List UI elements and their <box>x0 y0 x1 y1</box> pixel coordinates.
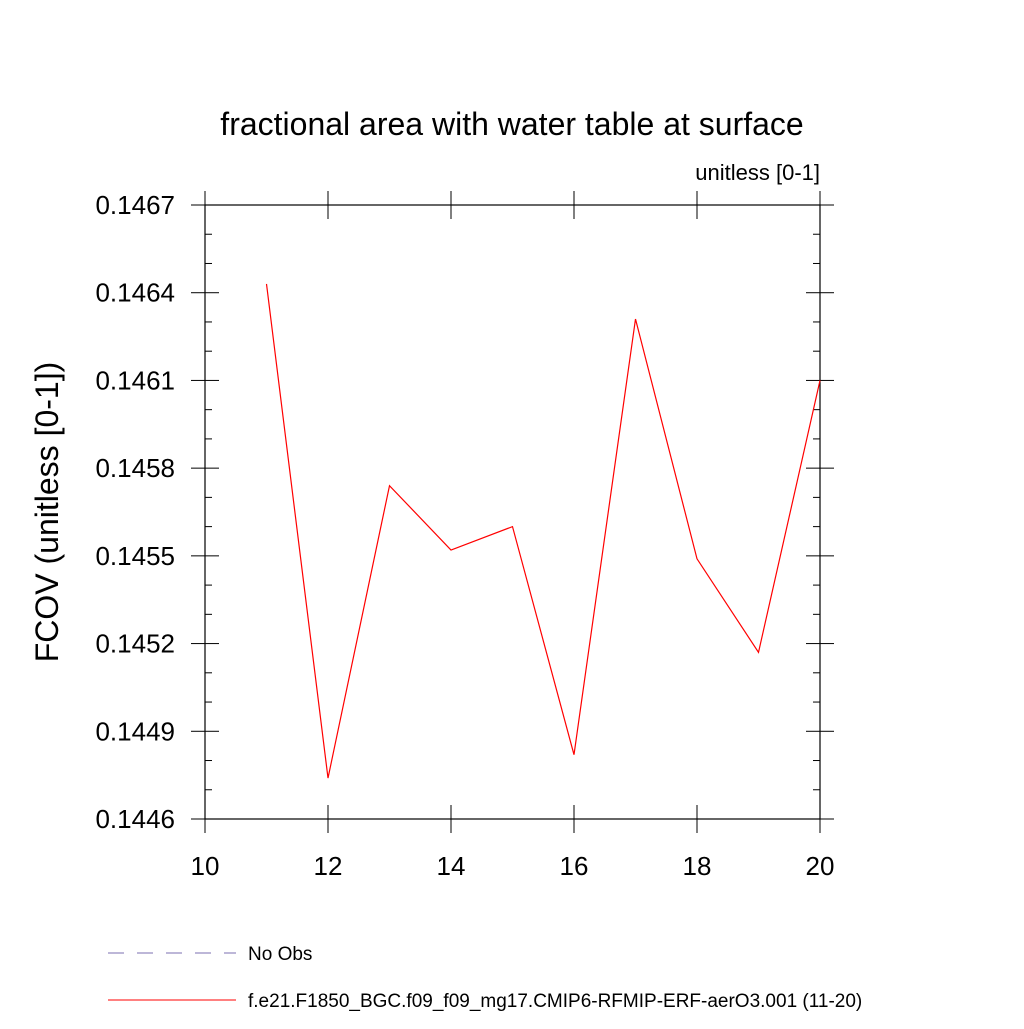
y-tick-label: 0.1467 <box>95 190 175 220</box>
y-tick-label: 0.1458 <box>95 453 175 483</box>
y-tick-label: 0.1449 <box>95 716 175 746</box>
y-tick-label: 0.1461 <box>95 365 175 395</box>
chart-title: fractional area with water table at surf… <box>220 106 803 142</box>
x-tick-label: 20 <box>806 851 835 881</box>
x-tick-label: 18 <box>683 851 712 881</box>
plot-frame <box>204 204 821 820</box>
y-tick-label: 0.1464 <box>95 278 175 308</box>
y-tick-label: 0.1452 <box>95 629 175 659</box>
legend-label: No Obs <box>248 944 312 965</box>
x-tick-label: 14 <box>437 851 466 881</box>
y-tick-label: 0.1455 <box>95 541 175 571</box>
y-tick-label: 0.1446 <box>95 804 175 834</box>
x-tick-label: 16 <box>560 851 589 881</box>
x-tick-label: 12 <box>314 851 343 881</box>
legend-label: f.e21.F1850_BGC.f09_f09_mg17.CMIP6-RFMIP… <box>248 991 862 1012</box>
x-tick-label: 10 <box>191 851 220 881</box>
series-line <box>265 283 821 779</box>
chart-subtitle: unitless [0-1] <box>695 160 820 185</box>
y-axis-label: FCOV (unitless [0-1]) <box>29 362 65 663</box>
